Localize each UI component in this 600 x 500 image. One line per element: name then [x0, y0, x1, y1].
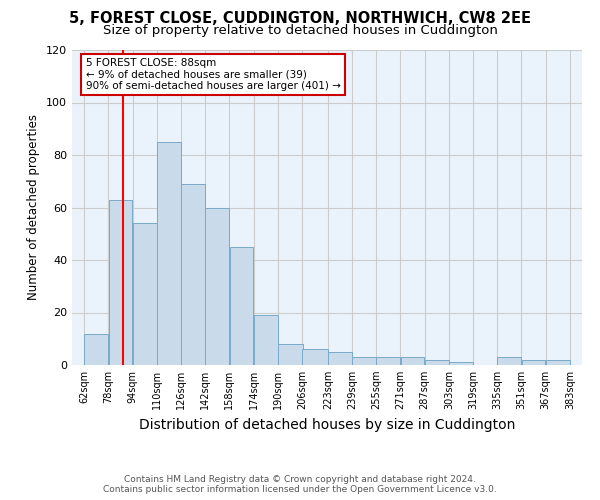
Bar — [181, 184, 205, 365]
Bar — [401, 357, 424, 365]
Bar — [278, 344, 304, 365]
Bar — [425, 360, 449, 365]
Y-axis label: Number of detached properties: Number of detached properties — [28, 114, 40, 300]
Bar — [497, 357, 521, 365]
Bar — [205, 208, 229, 365]
Text: 5 FOREST CLOSE: 88sqm
← 9% of detached houses are smaller (39)
90% of semi-detac: 5 FOREST CLOSE: 88sqm ← 9% of detached h… — [86, 58, 340, 91]
Text: Contains HM Land Registry data © Crown copyright and database right 2024.
Contai: Contains HM Land Registry data © Crown c… — [103, 474, 497, 494]
Bar — [157, 142, 181, 365]
Bar — [133, 223, 157, 365]
Text: 5, FOREST CLOSE, CUDDINGTON, NORTHWICH, CW8 2EE: 5, FOREST CLOSE, CUDDINGTON, NORTHWICH, … — [69, 11, 531, 26]
Bar — [352, 357, 376, 365]
Bar — [521, 360, 545, 365]
Bar — [254, 315, 278, 365]
Bar — [302, 349, 328, 365]
Bar — [449, 362, 473, 365]
Bar — [109, 200, 133, 365]
Bar — [546, 360, 569, 365]
Bar — [328, 352, 352, 365]
Bar — [230, 247, 253, 365]
Bar — [85, 334, 108, 365]
Bar — [376, 357, 400, 365]
X-axis label: Distribution of detached houses by size in Cuddington: Distribution of detached houses by size … — [139, 418, 515, 432]
Text: Size of property relative to detached houses in Cuddington: Size of property relative to detached ho… — [103, 24, 497, 37]
